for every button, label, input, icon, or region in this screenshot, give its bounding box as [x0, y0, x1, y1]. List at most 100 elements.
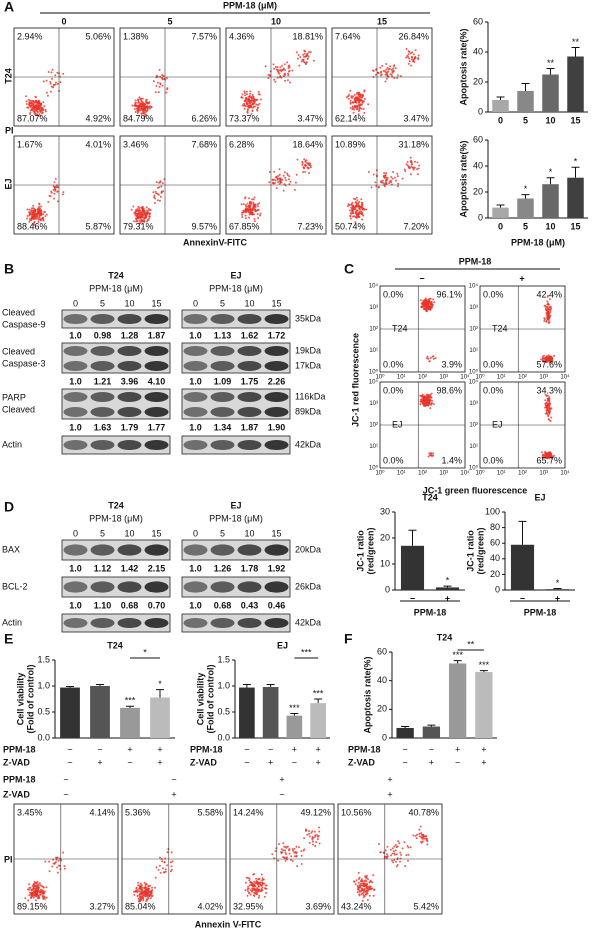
event-dot: [32, 887, 35, 889]
event-dot: [135, 220, 138, 223]
event-dot: [149, 897, 152, 900]
event-dot: [414, 160, 416, 163]
event-dot: [29, 217, 31, 220]
log-tick-label: 10²: [518, 471, 527, 477]
event-dot: [49, 82, 52, 85]
blot-band: [210, 407, 235, 417]
event-dot: [430, 392, 433, 395]
event-dot: [359, 883, 362, 886]
event-dot: [261, 883, 264, 886]
event-dot: [40, 209, 43, 212]
event-dot: [362, 100, 365, 103]
event-dot: [42, 213, 45, 216]
event-dot: [548, 298, 551, 301]
blot-band: [210, 439, 235, 451]
event-dot: [158, 68, 161, 71]
event-dot: [165, 77, 168, 80]
protein-name: BCL-2: [2, 581, 28, 591]
event-dot: [313, 830, 316, 833]
event-dot: [277, 71, 280, 74]
event-dot: [34, 885, 37, 887]
event-dot: [284, 79, 287, 82]
event-dot: [278, 168, 281, 171]
event-dot: [351, 212, 354, 215]
event-dot: [304, 828, 307, 831]
event-dot: [287, 72, 289, 75]
protein-name: PARP: [2, 392, 26, 402]
event-dot: [370, 186, 373, 189]
blot-band-strip: [181, 435, 291, 455]
event-dot: [140, 884, 143, 887]
event-dot: [366, 899, 369, 901]
blot-band: [264, 617, 289, 629]
significance: *: [574, 157, 578, 167]
event-dot: [431, 303, 434, 306]
event-dot: [385, 172, 388, 175]
log-tick-label: 10⁴: [560, 374, 570, 381]
event-dot: [400, 853, 403, 856]
event-dot: [426, 355, 429, 358]
event-dot: [43, 890, 46, 893]
y-tick-label: 40: [473, 46, 483, 56]
event-dot: [245, 100, 248, 103]
densitometry-value: 1.79: [121, 422, 139, 432]
event-dot: [298, 846, 300, 849]
event-dot: [149, 884, 152, 887]
event-dot: [141, 97, 144, 100]
event-dot: [375, 68, 378, 71]
event-dot: [384, 174, 387, 177]
event-dot: [392, 70, 395, 73]
log-tick-label: 10⁴: [560, 470, 570, 477]
error-bar: [401, 726, 410, 728]
event-dot: [372, 70, 375, 72]
event-dot: [30, 893, 33, 896]
event-dot: [267, 74, 270, 76]
quadrant-percent: 32.95%: [233, 901, 264, 911]
event-dot: [57, 186, 60, 189]
event-dot: [246, 102, 249, 105]
event-dot: [250, 212, 253, 214]
event-dot: [161, 84, 164, 87]
treatment-sign: +: [429, 757, 434, 767]
event-dot: [540, 358, 543, 361]
event-dot: [283, 63, 286, 66]
event-dot: [427, 455, 430, 458]
event-dot: [353, 93, 356, 96]
event-dot: [257, 208, 260, 211]
event-dot: [26, 106, 29, 109]
event-dot: [304, 50, 307, 53]
event-dot: [300, 60, 303, 63]
blot-band: [144, 407, 169, 417]
event-dot: [421, 840, 424, 843]
event-dot: [282, 68, 285, 71]
event-dot: [349, 89, 352, 92]
event-dot: [355, 97, 358, 100]
y-tick-label: 0: [385, 584, 390, 594]
densitometry-value: 1.0: [69, 600, 82, 610]
event-dot: [279, 75, 282, 78]
error-bar: [553, 587, 562, 590]
event-dot: [360, 93, 363, 96]
error-bar: [496, 96, 505, 100]
blot-band: [183, 581, 208, 593]
quadrant-percent: 0.0%: [383, 455, 404, 465]
event-dot: [28, 208, 31, 211]
event-dot: [57, 859, 60, 862]
event-dot: [385, 77, 388, 80]
event-dot: [417, 167, 420, 170]
event-dot: [285, 179, 288, 182]
blot-band: [183, 617, 208, 629]
event-dot: [132, 205, 135, 208]
event-dot: [163, 861, 166, 864]
event-dot: [311, 830, 314, 833]
significance: ***: [289, 703, 300, 713]
event-dot: [546, 300, 549, 303]
event-dot: [352, 101, 354, 104]
event-dot: [384, 80, 387, 83]
blot-band: [90, 617, 115, 629]
event-dot: [287, 74, 290, 77]
event-dot: [286, 172, 289, 175]
event-dot: [411, 58, 414, 61]
event-dot: [286, 856, 288, 859]
event-dot: [390, 74, 393, 76]
